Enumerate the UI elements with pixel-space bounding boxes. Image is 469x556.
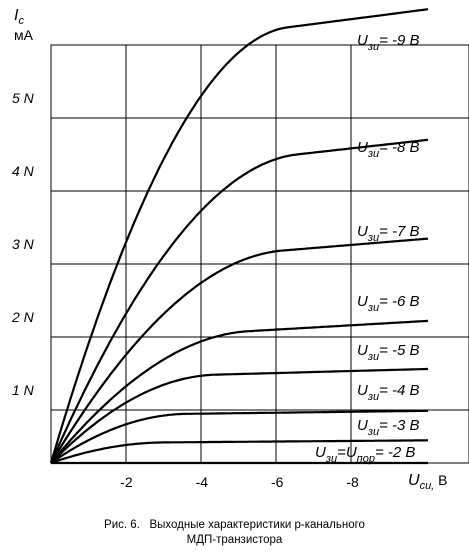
curves xyxy=(49,8,429,465)
y-axis-labels: 1 N 2 N 3 N 4 N 5 N xyxy=(11,90,35,398)
x-tick-label: -8 xyxy=(346,474,359,490)
figure-caption: Рис. 6. Выходные характеристики р-каналь… xyxy=(0,518,469,548)
curve-label: Uзи= -9 В xyxy=(357,32,420,53)
y-axis-unit: мА xyxy=(14,27,34,43)
y-tick-label: 1 N xyxy=(12,382,35,398)
x-tick-label: -6 xyxy=(271,474,284,490)
curve-line xyxy=(49,8,429,464)
y-tick-label: 4 N xyxy=(12,163,35,179)
curve-line xyxy=(50,409,428,464)
x-tick-label: -4 xyxy=(196,474,209,490)
curve-line xyxy=(50,367,428,464)
curve-label: Uзи= -7 В xyxy=(357,223,420,244)
y-tick-label: 2 N xyxy=(11,309,35,325)
curve-label: Uзи= -3 В xyxy=(357,417,420,438)
curve-line xyxy=(50,439,428,465)
curve-label: Uзи= -6 В xyxy=(357,293,420,314)
curve-label: Uзи= -5 В xyxy=(357,342,420,363)
y-tick-label: 3 N xyxy=(12,236,35,252)
curve-line xyxy=(50,237,429,464)
caption-line-1: Рис. 6. Выходные характеристики р-каналь… xyxy=(104,519,365,531)
curve-label: Uзи=Uпор= -2 В xyxy=(315,444,415,465)
caption-line-2: МДП-транзистора xyxy=(186,534,283,546)
x-tick-label: -2 xyxy=(120,474,133,490)
x-axis-labels: -2 -4 -6 -8 xyxy=(120,474,359,490)
curve-label: Uзи= -4 В xyxy=(357,382,420,403)
y-tick-label: 5 N xyxy=(12,90,35,106)
curve-line xyxy=(49,138,429,464)
x-axis-name: Uси, В xyxy=(408,472,447,492)
curve-label: Uзи= -8 В xyxy=(357,139,420,160)
y-axis-name: Ic xyxy=(14,7,24,27)
curve-annotations: Uзи= -9 В Uзи= -8 В Uзи= -7 В Uзи= -6 В Uзи=… xyxy=(315,32,420,465)
curve-line xyxy=(50,319,429,464)
